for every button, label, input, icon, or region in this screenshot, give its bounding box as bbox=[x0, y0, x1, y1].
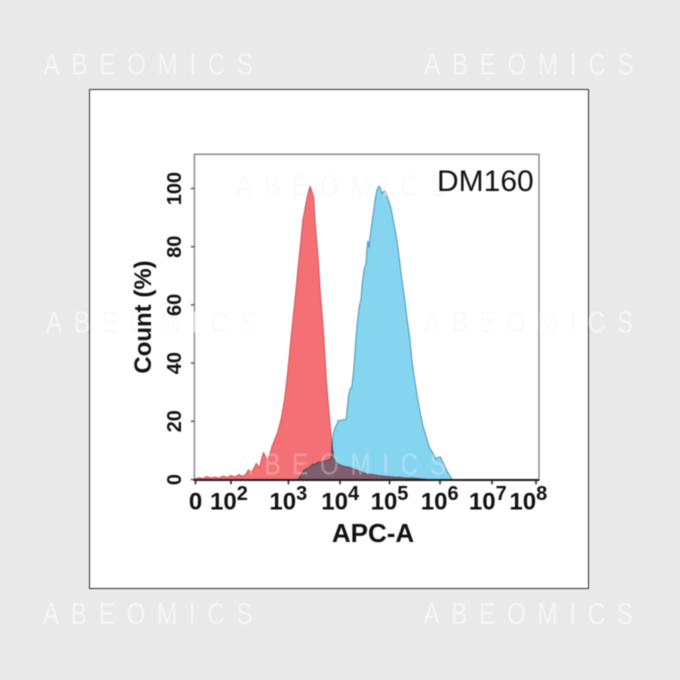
svg-text:ABEOMICS: ABEOMICS bbox=[424, 305, 645, 340]
svg-text:40: 40 bbox=[164, 352, 186, 374]
svg-text:DM160: DM160 bbox=[437, 165, 534, 198]
svg-text:0: 0 bbox=[189, 489, 202, 516]
svg-text:102: 102 bbox=[210, 483, 248, 516]
svg-text:108: 108 bbox=[509, 483, 547, 516]
svg-text:20: 20 bbox=[164, 410, 186, 432]
svg-text:ABEOMICS: ABEOMICS bbox=[237, 447, 458, 482]
svg-text:ABEOMICS: ABEOMICS bbox=[424, 596, 645, 631]
svg-text:103: 103 bbox=[269, 483, 307, 516]
svg-text:ABEOMICS: ABEOMICS bbox=[237, 168, 458, 203]
svg-text:100: 100 bbox=[164, 172, 186, 205]
svg-text:ABEOMICS: ABEOMICS bbox=[43, 596, 264, 631]
svg-text:104: 104 bbox=[321, 483, 360, 516]
svg-text:0: 0 bbox=[164, 474, 186, 485]
svg-text:105: 105 bbox=[371, 483, 409, 516]
svg-text:106: 106 bbox=[421, 483, 459, 516]
svg-text:ABEOMICS: ABEOMICS bbox=[46, 305, 267, 340]
svg-text:ABEOMICS: ABEOMICS bbox=[424, 47, 645, 82]
svg-text:Count (%): Count (%) bbox=[130, 260, 157, 373]
svg-text:80: 80 bbox=[164, 236, 186, 258]
svg-text:107: 107 bbox=[469, 483, 507, 516]
svg-text:60: 60 bbox=[164, 294, 186, 316]
svg-text:ABEOMICS: ABEOMICS bbox=[44, 47, 265, 82]
svg-text:APC-A: APC-A bbox=[332, 518, 415, 548]
